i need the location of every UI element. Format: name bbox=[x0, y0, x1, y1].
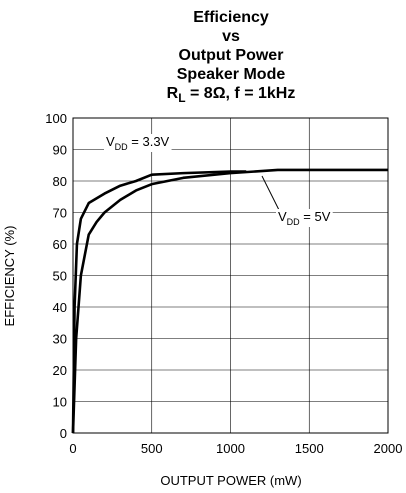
label-bg bbox=[104, 134, 172, 152]
y-tick-label: 80 bbox=[53, 174, 67, 189]
y-tick-label: 100 bbox=[45, 111, 67, 126]
series-label-part: = 3.3V bbox=[128, 134, 170, 149]
series-label-part: V bbox=[106, 134, 115, 149]
series-label-part: DD bbox=[115, 142, 128, 152]
series-label: VDD = 3.3V bbox=[106, 134, 170, 152]
chart-title: RL = 8Ω, f = 1kHz bbox=[167, 85, 296, 105]
x-tick-label: 1000 bbox=[216, 441, 245, 456]
chart-title: Efficiency bbox=[193, 9, 269, 26]
y-tick-label: 0 bbox=[60, 426, 67, 441]
leader-line bbox=[261, 175, 281, 213]
chart-title-part: = 8Ω, f = 1kHz bbox=[186, 85, 296, 102]
chart-title-part: R bbox=[167, 85, 179, 102]
x-axis-label: OUTPUT POWER (mW) bbox=[160, 473, 301, 488]
chart-title-part: L bbox=[178, 91, 185, 105]
x-tick-label: 0 bbox=[69, 441, 76, 456]
y-tick-label: 20 bbox=[53, 363, 67, 378]
x-tick-label: 500 bbox=[141, 441, 163, 456]
y-tick-label: 70 bbox=[53, 206, 67, 221]
y-tick-label: 10 bbox=[53, 395, 67, 410]
y-tick-label: 90 bbox=[53, 143, 67, 158]
y-tick-label: 50 bbox=[53, 269, 67, 284]
series-label: VDD = 5V bbox=[278, 209, 331, 227]
x-tick-label: 1500 bbox=[295, 441, 324, 456]
y-tick-label: 60 bbox=[53, 237, 67, 252]
data-line bbox=[71, 170, 247, 434]
chart-title: vs bbox=[222, 28, 240, 45]
data-line bbox=[71, 168, 388, 434]
y-axis-label: EFFICIENCY (%) bbox=[2, 226, 17, 327]
series-label-part: V bbox=[278, 209, 287, 224]
chart-title: Speaker Mode bbox=[177, 66, 286, 83]
series-label-part: = 5V bbox=[300, 209, 331, 224]
chart-title: Output Power bbox=[179, 47, 284, 64]
series-label-part: DD bbox=[287, 217, 300, 227]
y-tick-label: 30 bbox=[53, 332, 67, 347]
label-bg bbox=[276, 209, 333, 227]
x-tick-label: 2000 bbox=[374, 441, 403, 456]
y-tick-label: 40 bbox=[53, 300, 67, 315]
